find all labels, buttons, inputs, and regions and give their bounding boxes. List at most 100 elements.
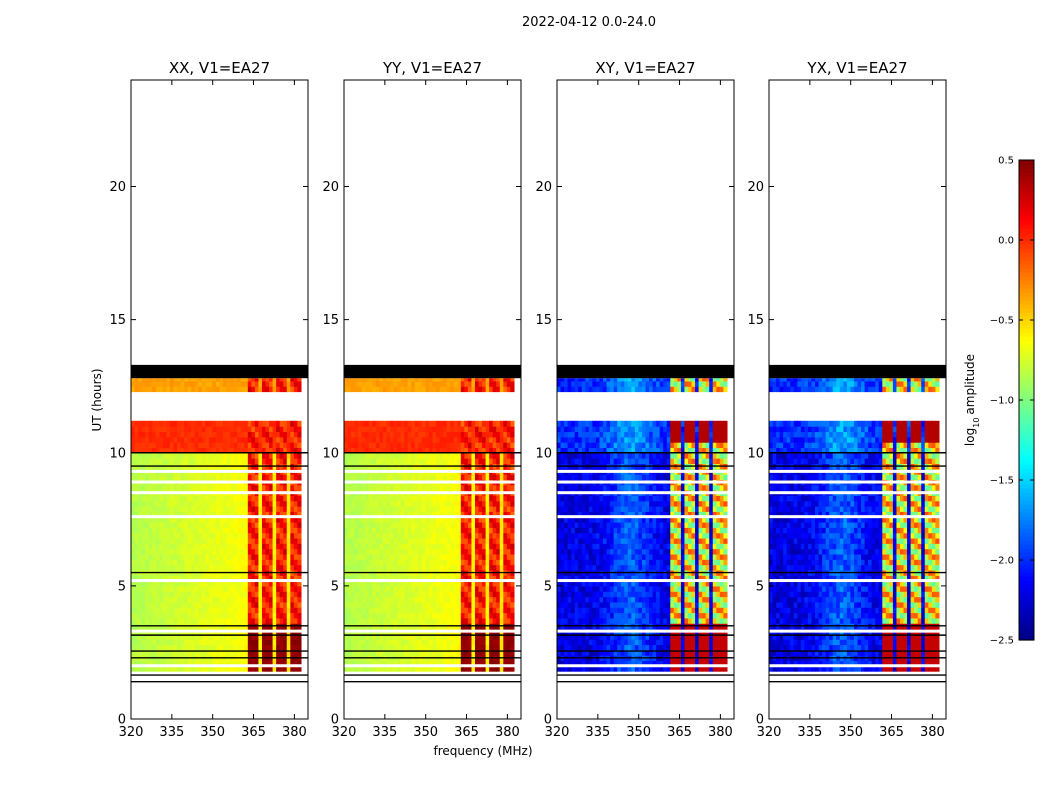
heatmap-cell [233, 474, 238, 480]
heatmap-cell [212, 639, 217, 646]
heatmap-cell [173, 500, 178, 507]
heatmap-cell [361, 537, 366, 544]
heatmap-cell [453, 537, 458, 544]
heatmap-cell [418, 617, 423, 624]
heatmap-cell [567, 665, 572, 672]
heatmap-cell [297, 386, 302, 393]
heatmap-cell [499, 612, 504, 619]
heatmap-cell [489, 639, 494, 646]
heatmap-cell [173, 617, 178, 624]
heatmap-cell [414, 378, 419, 382]
heatmap-cell [478, 500, 483, 507]
heatmap-cell [272, 500, 277, 507]
heatmap-cell [460, 527, 465, 534]
heatmap-cell [212, 601, 217, 608]
heatmap-cell [436, 532, 441, 539]
heatmap-cell [258, 601, 263, 608]
heatmap-cell [506, 591, 511, 598]
heatmap-cell [361, 426, 366, 433]
heatmap-cell [510, 617, 515, 624]
heatmap-cell [478, 543, 483, 550]
heatmap-cell [496, 378, 501, 382]
heatmap-cell [453, 612, 458, 619]
heatmap-cell [131, 564, 136, 571]
heatmap-cell [145, 596, 150, 603]
heatmap-cell [368, 452, 373, 459]
heatmap-cell [254, 559, 260, 566]
heatmap-cell [421, 649, 427, 656]
heatmap-cell [205, 553, 210, 560]
heatmap-cell [432, 633, 437, 640]
heatmap-cell [471, 378, 476, 382]
heatmap-cell [450, 431, 455, 438]
heatmap-cell [382, 500, 388, 507]
heatmap-cell [418, 420, 423, 427]
heatmap-cell [226, 633, 231, 640]
heatmap-cell [432, 559, 437, 566]
heatmap-cell [489, 420, 494, 427]
heatmap-cell [215, 378, 221, 382]
heatmap-cell [351, 644, 356, 651]
heatmap-cell [272, 378, 277, 382]
heatmap-cell [223, 665, 228, 672]
heatmap-cell [386, 612, 391, 619]
heatmap-cell [201, 633, 206, 640]
heatmap-cell [407, 474, 412, 480]
heatmap-cell [379, 516, 384, 523]
heatmap-cell [155, 543, 160, 550]
heatmap-cell [198, 447, 203, 454]
heatmap-cell [503, 537, 508, 544]
heatmap-cell [219, 511, 224, 518]
heatmap-cell [159, 596, 164, 603]
heatmap-cell [205, 426, 210, 433]
heatmap-cell [421, 639, 427, 646]
heatmap-cell [162, 431, 167, 438]
heatmap-cell [457, 639, 462, 646]
heatmap-cell [272, 447, 277, 454]
heatmap-cell [159, 500, 164, 507]
heatmap-cell [606, 660, 611, 667]
heatmap-cell [237, 548, 242, 555]
heatmap-cell [407, 564, 412, 571]
heatmap-cell [187, 601, 192, 608]
heatmap-cell [177, 660, 182, 667]
heatmap-cell [173, 447, 178, 454]
heatmap-cell [212, 649, 217, 656]
heatmap-cell [421, 511, 427, 518]
heatmap-cell [499, 591, 504, 598]
heatmap-cell [286, 527, 291, 534]
heatmap-cell [510, 596, 515, 603]
heatmap-cell [279, 420, 284, 427]
heatmap-cell [148, 474, 153, 480]
heatmap-cell [457, 633, 462, 640]
heatmap-cell [226, 386, 231, 393]
heatmap-cell [173, 380, 178, 387]
heatmap-cell [436, 378, 441, 382]
heatmap-cell [489, 591, 494, 598]
heatmap-cell [379, 521, 384, 528]
heatmap-cell [418, 639, 423, 646]
heatmap-cell [375, 474, 380, 480]
heatmap-cell [695, 660, 700, 667]
heatmap-cell [272, 591, 277, 598]
heatmap-cell [251, 639, 256, 646]
heatmap-cell [212, 426, 217, 433]
heatmap-cell [226, 548, 231, 555]
heatmap-cell [180, 436, 185, 443]
heatmap-cell [397, 452, 402, 459]
heatmap-cell [159, 585, 164, 592]
heatmap-cell [155, 639, 160, 646]
heatmap-cell [379, 665, 384, 672]
heatmap-cell [258, 527, 263, 534]
heatmap-cell [173, 633, 178, 640]
heatmap-cell [474, 474, 480, 480]
heatmap-cell [467, 532, 473, 539]
heatmap-cell [432, 511, 437, 518]
heatmap-cell [365, 420, 370, 427]
heatmap-cell [510, 452, 515, 459]
heatmap-cell [148, 559, 153, 566]
heatmap-cell [428, 378, 434, 382]
heatmap-cell [361, 532, 366, 539]
heatmap-cell [251, 553, 256, 560]
heatmap-cell [499, 474, 504, 480]
